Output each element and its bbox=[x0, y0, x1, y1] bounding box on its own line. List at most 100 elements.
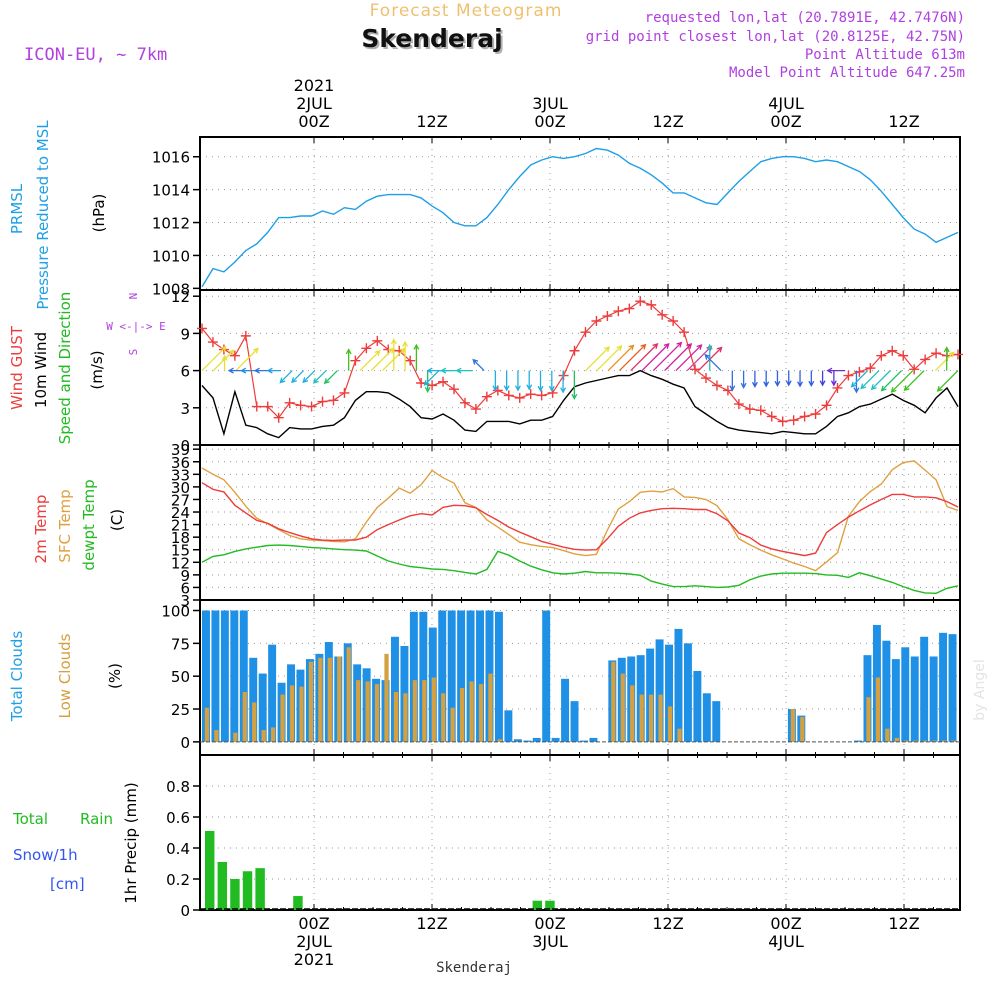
gust-marker bbox=[449, 384, 459, 395]
gust-marker bbox=[777, 416, 788, 427]
gust-marker bbox=[635, 296, 646, 307]
wind-unit: (m/s) bbox=[88, 350, 106, 389]
panel-wind: 0 3 6 9 12 bbox=[171, 288, 961, 455]
wind-arrow bbox=[359, 350, 381, 372]
low-cloud-bar bbox=[923, 740, 928, 742]
gust-marker bbox=[262, 401, 273, 412]
low-cloud-bar bbox=[913, 740, 918, 742]
total-cloud-bar bbox=[202, 610, 210, 742]
wind-arrow bbox=[279, 370, 293, 384]
gust-marker bbox=[372, 335, 383, 346]
total-cloud-bar bbox=[504, 710, 513, 742]
wind-arrow bbox=[763, 370, 770, 388]
gust-marker bbox=[569, 345, 580, 356]
gust-marker bbox=[251, 401, 262, 412]
pressure-unit: (hPa) bbox=[90, 194, 108, 233]
ytick-label: 0.4 bbox=[166, 840, 190, 858]
rain-bar bbox=[205, 830, 215, 910]
total-cloud-bar bbox=[258, 673, 267, 742]
gust-marker bbox=[273, 412, 284, 423]
total-cloud-bar bbox=[211, 610, 220, 742]
total-cloud-bar bbox=[391, 636, 399, 742]
pressure-label-prmsl: PRMSL bbox=[8, 183, 26, 234]
gust-marker bbox=[295, 400, 306, 411]
gust-marker bbox=[339, 387, 350, 398]
ytick-label: 15 bbox=[171, 542, 190, 560]
wind10-line bbox=[201, 369, 959, 439]
ytick-label: 1010 bbox=[152, 247, 190, 265]
model-label: ICON-EU, ~ 7km bbox=[24, 45, 167, 65]
wind-arrow bbox=[312, 370, 327, 384]
gust-marker bbox=[481, 391, 492, 402]
gust-marker bbox=[909, 364, 920, 375]
low-cloud-bar bbox=[941, 740, 947, 742]
wind-arrow bbox=[652, 341, 683, 372]
gust-marker bbox=[788, 415, 799, 426]
ytick-label: 0 bbox=[180, 734, 190, 752]
total-cloud-bar bbox=[542, 610, 551, 742]
low-cloud-bar bbox=[951, 740, 956, 742]
ytick-label: 1012 bbox=[152, 215, 190, 233]
wind-arrow bbox=[503, 370, 510, 392]
temp-label-dewpt: dewpt Temp bbox=[80, 479, 98, 570]
wind-label-10m: 10m Wind bbox=[32, 332, 50, 408]
total-cloud-bar bbox=[523, 740, 532, 742]
ytick-label: 0.6 bbox=[166, 809, 190, 827]
total-cloud-bar bbox=[457, 610, 466, 742]
low-cloud-bar bbox=[356, 680, 361, 742]
gust-marker bbox=[887, 345, 898, 356]
total-cloud-bar bbox=[891, 659, 900, 742]
wind-arrow bbox=[560, 370, 567, 394]
wind-arrow bbox=[266, 367, 281, 374]
ytick-label: 50 bbox=[171, 668, 190, 686]
wind-arrow bbox=[664, 343, 693, 372]
low-cloud-bar bbox=[611, 661, 616, 742]
total-cloud-bar bbox=[438, 610, 447, 742]
wind-arrow bbox=[402, 340, 409, 371]
gust-marker bbox=[755, 405, 766, 416]
precip-unit: 1hr Precip (mm) bbox=[122, 782, 140, 903]
wind-arrow bbox=[751, 370, 758, 388]
wind-arrow bbox=[390, 338, 397, 371]
gust-marker bbox=[876, 350, 887, 361]
total-cloud-bar bbox=[513, 739, 522, 742]
gust-marker bbox=[229, 350, 240, 361]
ytick-label: 27 bbox=[171, 491, 190, 509]
time-label-bottom: 2JUL bbox=[296, 932, 332, 951]
rain-bar bbox=[532, 900, 543, 910]
wind-arrow bbox=[903, 370, 925, 392]
ytick-label: 6 bbox=[180, 363, 190, 381]
wind-arrow bbox=[201, 345, 227, 372]
low-cloud-bar bbox=[469, 681, 474, 742]
time-label-top: 00Z bbox=[770, 112, 801, 131]
total-cloud-bar bbox=[230, 610, 239, 742]
time-label-top: 2021 bbox=[294, 76, 335, 95]
low-cloud-bar bbox=[658, 694, 663, 742]
low-cloud-bar bbox=[214, 730, 219, 742]
wind-arrow bbox=[641, 343, 670, 372]
gust-marker bbox=[810, 409, 821, 419]
time-label-bottom: 4JUL bbox=[768, 932, 804, 951]
cloud-label-total: Total Clouds bbox=[8, 631, 26, 723]
panel-frame bbox=[199, 754, 961, 911]
ytick-label: 18 bbox=[171, 529, 190, 547]
low-cloud-bar bbox=[403, 693, 408, 742]
ytick-label: 0 bbox=[180, 437, 190, 455]
wind-arrow bbox=[423, 370, 440, 386]
gust-marker bbox=[197, 323, 207, 334]
ytick-label: 6 bbox=[180, 579, 190, 597]
low-cloud-bar bbox=[800, 716, 805, 742]
wind-arrow bbox=[797, 370, 803, 388]
compass-s: S bbox=[127, 349, 140, 356]
low-cloud-bar bbox=[289, 685, 295, 742]
low-cloud-bar bbox=[620, 673, 625, 742]
total-cloud-bar bbox=[466, 610, 475, 742]
sfc-temp-line bbox=[201, 460, 959, 572]
total-cloud-bar bbox=[409, 611, 418, 742]
low-cloud-bar bbox=[280, 694, 285, 742]
total-cloud-bar bbox=[939, 632, 948, 742]
temp-unit: (C) bbox=[108, 509, 126, 531]
cloud-labels: Total Clouds Low Clouds (%) bbox=[8, 631, 124, 723]
wind-arrow bbox=[870, 370, 891, 391]
ytick-label: 21 bbox=[171, 517, 190, 535]
